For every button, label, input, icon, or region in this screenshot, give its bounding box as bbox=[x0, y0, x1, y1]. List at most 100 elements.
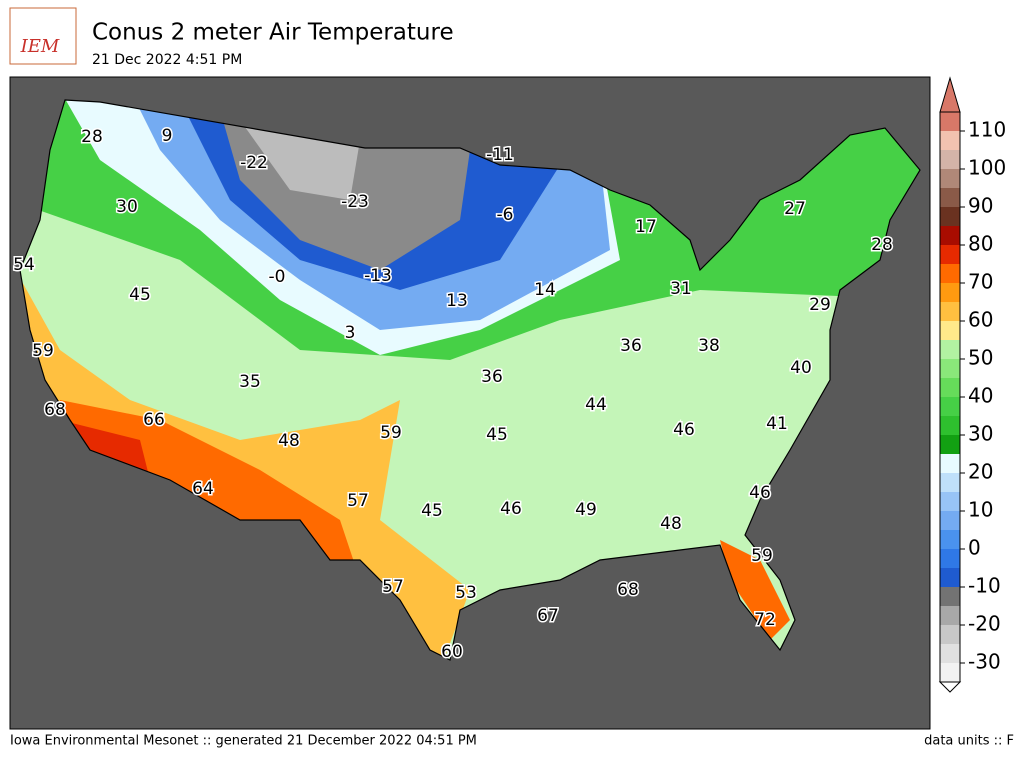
colorbar-swatch bbox=[940, 169, 960, 188]
colorbar-tick-label: -10 bbox=[968, 574, 1001, 598]
station-label: 31 bbox=[670, 279, 692, 299]
colorbar-swatch bbox=[940, 302, 960, 321]
station-label: 59 bbox=[32, 341, 54, 361]
colorbar-swatch bbox=[940, 416, 960, 435]
colorbar-swatch bbox=[940, 245, 960, 264]
colorbar-swatch bbox=[940, 549, 960, 568]
colorbar-swatch bbox=[940, 625, 960, 644]
colorbar-swatch bbox=[940, 378, 960, 397]
station-label: 30 bbox=[116, 197, 138, 217]
station-label: 48 bbox=[660, 514, 682, 534]
colorbar-tick-label: 100 bbox=[968, 156, 1006, 180]
colorbar-swatch bbox=[940, 283, 960, 302]
station-label: 48 bbox=[278, 431, 300, 451]
colorbar-swatch bbox=[940, 112, 960, 131]
colorbar-swatch bbox=[940, 340, 960, 359]
colorbar: -30 -20 -10 0 10 20 30 40 50 60 70 80 90 100 110 bbox=[938, 76, 1006, 693]
station-label: 60 bbox=[441, 642, 463, 662]
station-label: -0 bbox=[269, 267, 286, 287]
station-label: 64 bbox=[192, 479, 214, 499]
station-label: 29 bbox=[809, 295, 831, 315]
colorbar-tick-label: 70 bbox=[968, 270, 993, 294]
station-label: 53 bbox=[455, 583, 477, 603]
station-label: 35 bbox=[239, 372, 261, 392]
header: IEM Conus 2 meter Air Temperature 21 Dec… bbox=[9, 7, 454, 68]
colorbar-swatch bbox=[940, 264, 960, 283]
station-label: 68 bbox=[617, 580, 639, 600]
colorbar-swatch bbox=[940, 435, 960, 454]
colorbar-bottom bbox=[938, 681, 962, 693]
station-label: 45 bbox=[486, 425, 508, 445]
logo-box bbox=[9, 7, 77, 65]
station-label: -23 bbox=[341, 192, 369, 212]
colorbar-swatch bbox=[940, 150, 960, 169]
station-label: 59 bbox=[380, 423, 402, 443]
station-label: 45 bbox=[421, 501, 443, 521]
colorbar-tick-label: 60 bbox=[968, 308, 993, 332]
colorbar-swatch bbox=[940, 131, 960, 150]
station-label: -13 bbox=[364, 266, 392, 286]
station-label: 36 bbox=[481, 367, 503, 387]
colorbar-tick-label: 50 bbox=[968, 346, 993, 370]
colorbar-swatch bbox=[940, 397, 960, 416]
station-label: 28 bbox=[81, 127, 103, 147]
station-label: 46 bbox=[673, 420, 695, 440]
logo-text: IEM bbox=[20, 36, 60, 57]
footer-right: data units :: F bbox=[924, 734, 1014, 749]
station-label: 46 bbox=[749, 483, 771, 503]
colorbar-swatch bbox=[940, 587, 960, 606]
colorbar-swatch bbox=[940, 568, 960, 587]
colorbar-swatch bbox=[940, 454, 960, 473]
station-label: 28 bbox=[871, 235, 893, 255]
colorbar-swatch bbox=[940, 359, 960, 378]
colorbar-tick-label: 0 bbox=[968, 536, 981, 560]
colorbar-swatch bbox=[940, 188, 960, 207]
station-label: 68 bbox=[44, 400, 66, 420]
colorbar-swatch bbox=[940, 511, 960, 530]
colorbar-tick-label: 10 bbox=[968, 498, 993, 522]
station-label: 44 bbox=[585, 395, 607, 415]
station-label: 66 bbox=[143, 410, 165, 430]
station-label: -6 bbox=[497, 205, 514, 225]
station-label: 3 bbox=[345, 323, 356, 343]
station-label: 41 bbox=[766, 414, 788, 434]
colorbar-tick-label: 30 bbox=[968, 422, 993, 446]
colorbar-tick-label: -20 bbox=[968, 612, 1001, 636]
colorbar-swatch bbox=[940, 473, 960, 492]
station-label: -11 bbox=[486, 145, 514, 165]
station-label: 49 bbox=[575, 500, 597, 520]
station-label: 54 bbox=[13, 255, 35, 275]
station-label: 57 bbox=[347, 491, 369, 511]
colorbar-swatch bbox=[940, 530, 960, 549]
station-label: 45 bbox=[129, 285, 151, 305]
station-label: 17 bbox=[635, 217, 657, 237]
colorbar-swatch bbox=[940, 663, 960, 682]
colorbar-tick-label: 40 bbox=[968, 384, 993, 408]
station-label: 67 bbox=[537, 606, 559, 626]
colorbar-tick-label: 110 bbox=[968, 118, 1006, 142]
station-label: 14 bbox=[534, 280, 556, 300]
colorbar-tick-label: 90 bbox=[968, 194, 993, 218]
station-label: -22 bbox=[240, 153, 268, 173]
subtitle: 21 Dec 2022 4:51 PM bbox=[92, 52, 242, 68]
station-label: 9 bbox=[162, 126, 173, 146]
station-label: 72 bbox=[754, 610, 776, 630]
station-label: 27 bbox=[784, 199, 806, 219]
colorbar-tick-label: 80 bbox=[968, 232, 993, 256]
station-label: 59 bbox=[751, 546, 773, 566]
colorbar-swatch bbox=[940, 492, 960, 511]
colorbar-tick-label: -30 bbox=[968, 650, 1001, 674]
station-label: 13 bbox=[446, 291, 468, 311]
station-label: 38 bbox=[698, 336, 720, 356]
footer-left: Iowa Environmental Mesonet :: generated … bbox=[10, 734, 477, 749]
title: Conus 2 meter Air Temperature bbox=[92, 20, 454, 46]
colorbar-swatch bbox=[940, 226, 960, 245]
colorbar-swatch bbox=[940, 321, 960, 340]
colorbar-top bbox=[939, 76, 961, 113]
colorbar-swatch bbox=[940, 606, 960, 625]
colorbar-swatch bbox=[940, 207, 960, 226]
station-label: 57 bbox=[382, 577, 404, 597]
station-labels: 28 9 -22 -11 -23 -6 30 17 27 28 54 -0 -13 45 13 14 31 29 3… bbox=[12, 125, 895, 664]
field-florida bbox=[720, 540, 790, 640]
